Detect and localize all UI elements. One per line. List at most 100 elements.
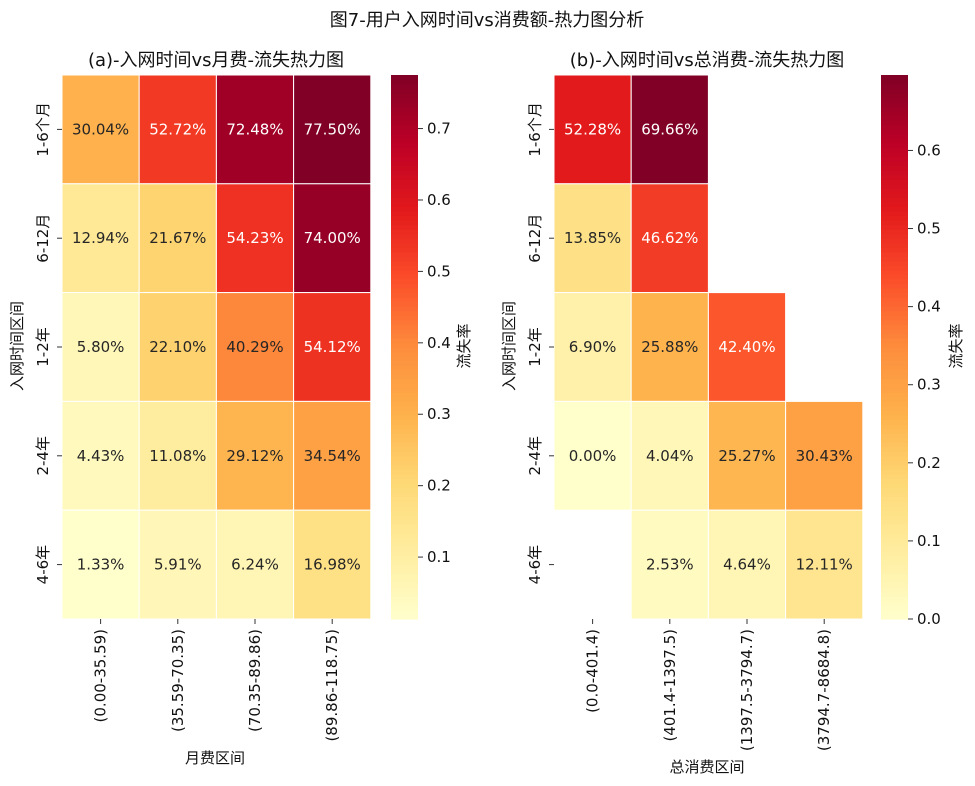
colorbar-segment (881, 143, 908, 149)
y-tick-label: 2-4年 (526, 436, 544, 476)
cell-value-label: 16.98% (304, 556, 361, 574)
colorbar-segment (881, 587, 908, 593)
colorbar-segment (881, 201, 908, 208)
colorbar-segment (881, 301, 908, 307)
y-tick-label: 6-12月 (526, 214, 544, 263)
colorbar-segment (391, 396, 418, 402)
colorbar-segment (881, 93, 908, 99)
colorbar-segment (391, 460, 418, 466)
colorbar-segment (881, 220, 908, 226)
colorbar-segment (881, 392, 908, 398)
colorbar-segment (881, 156, 908, 162)
panel-b-cells: 52.28% 69.66% 13.85% 46.62% 6.90% 25.88% 42.40… (553, 74, 864, 620)
colorbar-segment (391, 378, 418, 384)
colorbar-segment (391, 238, 418, 244)
heatmap-cell (138, 74, 217, 185)
colorbar-segment (881, 460, 908, 466)
colorbar-segment (881, 378, 908, 384)
colorbar-segment (391, 609, 418, 616)
y-tick-label: 1-2年 (34, 327, 52, 367)
colorbar-segment (391, 310, 418, 316)
heatmap-cell (293, 183, 372, 294)
cell-value-label: 6.90% (569, 338, 617, 356)
colorbar-segment (881, 115, 908, 121)
colorbar-tick-label: 0.2 (917, 454, 941, 472)
colorbar-segment (391, 365, 418, 371)
heatmap-cell (553, 74, 632, 185)
heatmap-cell (630, 292, 709, 402)
cell-value-label: 0.00% (569, 447, 617, 465)
y-tick-label: 4-6年 (34, 545, 52, 585)
colorbar-segment (391, 369, 418, 375)
cell-value-label: 5.91% (154, 556, 202, 574)
colorbar-segment (391, 260, 418, 266)
heatmap-cell (215, 509, 295, 620)
colorbar-segment (391, 292, 418, 298)
colorbar-segment (881, 279, 908, 285)
cell-value-label: 5.80% (77, 338, 125, 356)
colorbar-segment (881, 188, 908, 194)
colorbar-segment (391, 455, 418, 461)
cell-value-label: 12.94% (72, 229, 129, 247)
colorbar-segment (881, 483, 908, 489)
x-tick-label: (0.0-401.4) (584, 629, 602, 713)
panel-a-title: (a)-入网时间vs月费-流失热力图 (88, 50, 344, 71)
colorbar-segment (881, 396, 908, 402)
heatmap-cell (138, 509, 217, 620)
colorbar-segment (391, 510, 418, 516)
colorbar-segment (391, 274, 418, 280)
colorbar-segment (881, 455, 908, 461)
cell-value-label: 72.48% (226, 120, 283, 138)
colorbar-segment (881, 546, 908, 552)
colorbar-segment (881, 337, 908, 344)
panel-a-colorbar: 0.1 0.2 0.3 0.4 0.5 0.6 0.7 (391, 75, 451, 620)
colorbar-segment (881, 569, 908, 575)
colorbar-segment (881, 297, 908, 303)
colorbar-segment (881, 306, 908, 312)
colorbar-segment (391, 333, 418, 339)
heatmap-cell (785, 400, 864, 511)
colorbar-segment (881, 537, 908, 543)
heatmap-panel-b: (b)-入网时间vs总消费-流失热力图 52.28% 69.66% 13.85% 46… (500, 50, 965, 776)
colorbar-segment (881, 424, 908, 430)
colorbar-segment (881, 596, 908, 602)
heatmap-cell (293, 292, 372, 402)
cell-value-label: 4.43% (77, 447, 125, 465)
colorbar-segment (881, 496, 908, 502)
colorbar-segment (881, 573, 908, 579)
heatmap-panel-a: (a)-入网时间vs月费-流失热力图 30.04% 52.72% 72.48% 77.… (8, 50, 473, 767)
colorbar-segment (391, 129, 418, 135)
cell-value-label: 2.53% (646, 556, 694, 574)
x-tick-label: (1397.5-3794.7) (738, 629, 756, 751)
panel-b-x-ticks: (0.0-401.4) (401.4-1397.5) (1397.5-3794.7)… (584, 619, 833, 751)
colorbar-segment (391, 102, 418, 108)
y-tick-label: 4-6年 (526, 545, 544, 585)
colorbar-segment (881, 124, 908, 130)
colorbar-segment (391, 288, 418, 294)
colorbar-segment (881, 347, 908, 353)
colorbar-segment (391, 319, 418, 325)
cell-value-label: 25.88% (641, 338, 698, 356)
heatmap-cell (61, 74, 140, 185)
colorbar-segment (391, 501, 418, 507)
colorbar-segment (391, 206, 418, 212)
colorbar-segment (881, 233, 908, 239)
colorbar-segment (881, 224, 908, 230)
colorbar-segment (391, 93, 418, 99)
heatmap-cell (293, 400, 372, 511)
colorbar-segment (881, 415, 908, 421)
cell-value-label: 69.66% (641, 120, 698, 138)
colorbar-segment (881, 129, 908, 135)
colorbar-segment (391, 297, 418, 303)
colorbar-segment (391, 283, 418, 289)
colorbar-segment (881, 138, 908, 144)
cell-value-label: 54.23% (226, 229, 283, 247)
colorbar-segment (881, 152, 908, 158)
colorbar-segment (881, 197, 908, 203)
colorbar-segment (881, 369, 908, 375)
colorbar-segment (391, 582, 418, 588)
colorbar-tick-label: 0.1 (427, 548, 451, 566)
colorbar-segment (391, 523, 418, 529)
panel-b-colorbar: 0.0 0.1 0.2 0.3 0.4 0.5 0.6 (881, 75, 941, 628)
colorbar-tick-label: 0.5 (917, 220, 941, 238)
